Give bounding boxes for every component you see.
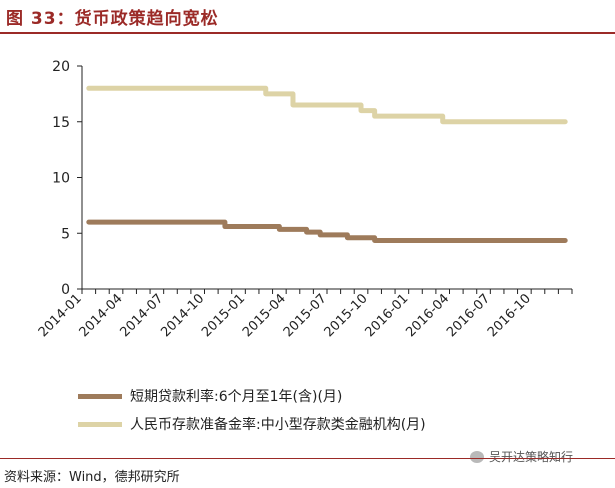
y-tick-label: 15 [52,115,70,131]
x-tick-label: 2016-04 [403,291,452,340]
y-tick-label: 10 [52,171,70,187]
x-tick-label: 2016-10 [485,291,534,340]
legend-item-loan-rate: 短期贷款利率:6个月至1年(含)(月) [78,386,342,406]
x-tick-label: 2014-01 [36,291,85,340]
line-chart: 051015202014-012014-042014-072014-102015… [36,59,573,340]
watermark-text: 吴开达策略知行 [489,450,574,464]
legend-label-reserve-ratio: 人民币存款准备金率:中小型存款类金融机构(月) [130,417,426,433]
watermark: 吴开达策略知行 [470,448,573,465]
x-tick-label: 2015-04 [240,291,289,340]
x-tick-label: 2016-01 [362,291,411,340]
title-divider [0,32,615,34]
source-note: 资料来源：Wind，德邦研究所 [4,470,180,485]
y-tick-label: 0 [61,282,70,298]
x-tick-label: 2015-10 [322,291,371,340]
y-tick-label: 20 [52,59,70,75]
legend-item-reserve-ratio: 人民币存款准备金率:中小型存款类金融机构(月) [78,414,426,434]
x-tick-label: 2014-10 [158,291,207,340]
footer-divider [0,458,615,459]
y-tick-label: 5 [61,226,70,242]
series-line-1 [86,85,568,125]
x-tick-label: 2015-01 [199,291,248,340]
x-tick-label: 2015-07 [281,291,330,340]
legend-swatch-loan-rate [78,393,122,399]
series-line-0 [86,219,568,243]
x-tick-label: 2016-07 [444,291,493,340]
wechat-icon [470,450,484,463]
x-tick-label: 2014-04 [77,291,126,340]
x-tick-label: 2014-07 [117,291,166,340]
legend-swatch-reserve-ratio [78,421,122,427]
legend-label-loan-rate: 短期贷款利率:6个月至1年(含)(月) [130,389,343,405]
figure-title: 图 33：货币政策趋向宽松 [6,9,219,29]
